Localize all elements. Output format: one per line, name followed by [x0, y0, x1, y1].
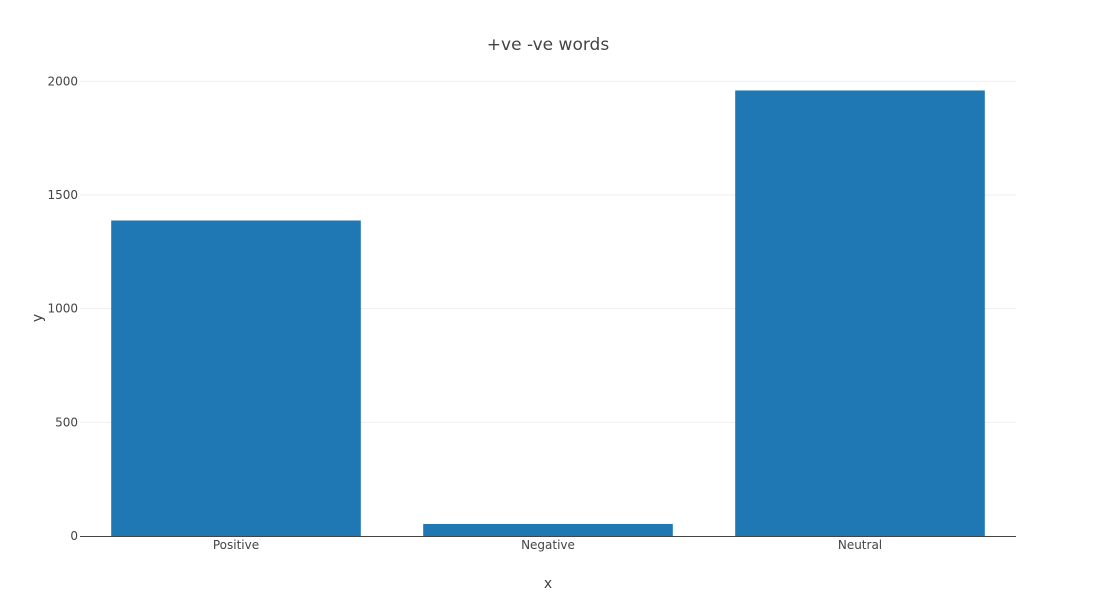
y-tick-label: 1000 — [47, 302, 78, 316]
bars — [111, 90, 985, 537]
bar-positive[interactable] — [111, 220, 361, 537]
x-tick-label: Neutral — [838, 538, 882, 552]
chart-title: +ve -ve words — [487, 35, 610, 55]
x-axis-ticks: Positive Negative Neutral — [213, 538, 882, 552]
x-tick-label: Positive — [213, 538, 259, 552]
y-axis-title: y — [30, 314, 46, 322]
y-tick-label: 500 — [55, 415, 78, 429]
bar-neutral[interactable] — [735, 90, 985, 537]
y-tick-label: 1500 — [47, 188, 78, 202]
y-tick-label: 0 — [70, 529, 78, 543]
x-tick-label: Negative — [521, 538, 575, 552]
y-tick-label: 2000 — [47, 74, 78, 88]
bar-negative[interactable] — [423, 523, 673, 536]
x-axis-title: x — [544, 576, 552, 592]
y-axis-ticks: 0 500 1000 1500 2000 — [47, 74, 78, 543]
